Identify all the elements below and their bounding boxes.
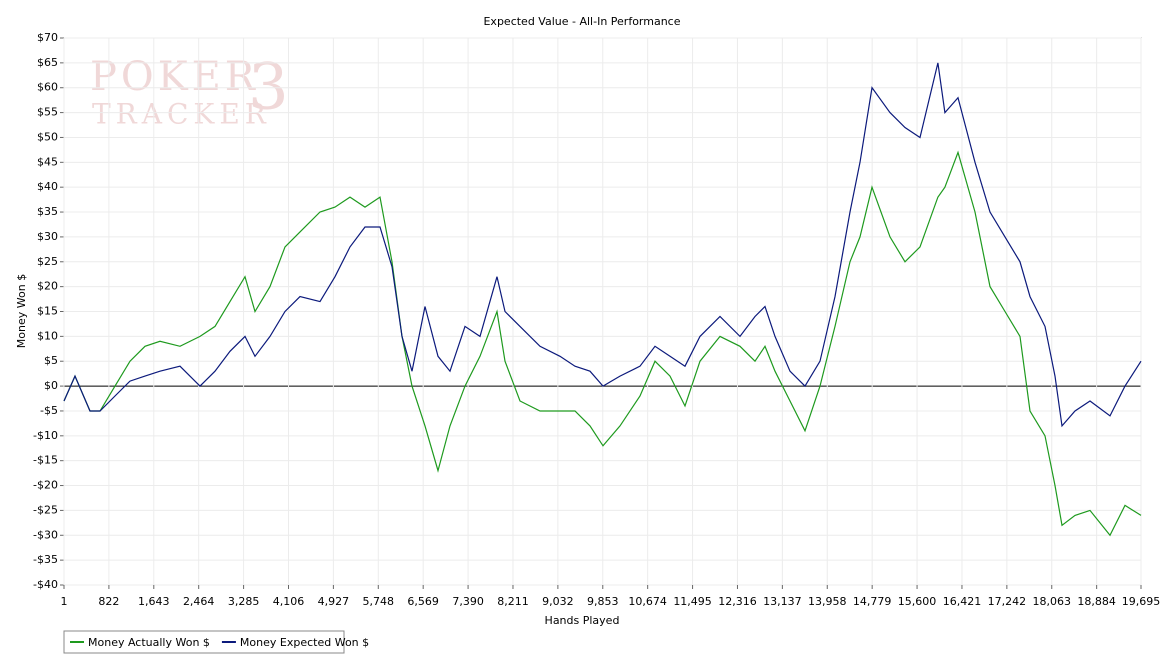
- x-tick-label: 9,853: [587, 595, 619, 608]
- y-tick-label: $60: [37, 81, 58, 94]
- x-tick-label: 4,106: [273, 595, 305, 608]
- y-tick-label: $25: [37, 255, 58, 268]
- x-tick-label: 11,495: [673, 595, 712, 608]
- y-tick-label: $70: [37, 31, 58, 44]
- x-tick-label: 17,242: [988, 595, 1027, 608]
- x-tick-label: 4,927: [318, 595, 350, 608]
- y-tick-label: $10: [37, 329, 58, 342]
- x-tick-label: 13,958: [808, 595, 847, 608]
- x-axis-label: Hands Played: [545, 614, 620, 627]
- chart-title: Expected Value - All-In Performance: [483, 15, 680, 28]
- legend-box: [63, 630, 345, 654]
- y-tick-label: $30: [37, 230, 58, 243]
- y-tick-label: $65: [37, 56, 58, 69]
- x-tick-label: 822: [98, 595, 119, 608]
- y-tick-label: $15: [37, 305, 58, 318]
- y-tick-label: -$10: [33, 429, 58, 442]
- x-tick-label: 18,063: [1033, 595, 1072, 608]
- x-tick-label: 13,137: [763, 595, 802, 608]
- watermark: TRACKER: [92, 98, 271, 131]
- x-tick-label: 15,600: [898, 595, 937, 608]
- x-tick-label: 7,390: [452, 595, 484, 608]
- legend-label: Money Actually Won $: [88, 636, 210, 649]
- y-tick-label: -$30: [33, 528, 58, 541]
- x-tick-label: 3,285: [228, 595, 260, 608]
- y-axis-label: Money Won $: [15, 274, 28, 348]
- y-tick-label: -$25: [33, 503, 58, 516]
- y-tick-label: $40: [37, 180, 58, 193]
- y-tick-label: $5: [44, 354, 58, 367]
- series-line: [63, 62, 1142, 428]
- y-tick-label: -$5: [40, 404, 58, 417]
- series-line: [63, 150, 1142, 537]
- x-tick-label: 1: [61, 595, 68, 608]
- y-tick-label: -$40: [33, 578, 58, 591]
- y-tick-label: $45: [37, 155, 58, 168]
- x-tick-label: 18,884: [1077, 595, 1116, 608]
- y-tick-label: $55: [37, 106, 58, 119]
- x-tick-label: 14,779: [853, 595, 892, 608]
- y-tick-label: $0: [44, 379, 58, 392]
- legend-label: Money Expected Won $: [240, 636, 369, 649]
- y-tick-label: -$35: [33, 553, 58, 566]
- x-tick-label: 19,695: [1122, 595, 1161, 608]
- y-tick-label: -$20: [33, 479, 58, 492]
- x-tick-label: 5,748: [363, 595, 395, 608]
- watermark: POKER: [90, 54, 259, 100]
- x-tick-label: 12,316: [718, 595, 757, 608]
- y-tick-label: -$15: [33, 454, 58, 467]
- x-tick-label: 1,643: [138, 595, 170, 608]
- x-tick-label: 16,421: [943, 595, 982, 608]
- y-tick-label: $35: [37, 205, 58, 218]
- x-tick-label: 6,569: [407, 595, 439, 608]
- x-tick-label: 9,032: [542, 595, 574, 608]
- x-tick-label: 10,674: [628, 595, 667, 608]
- y-tick-label: $50: [37, 130, 58, 143]
- x-tick-label: 2,464: [183, 595, 215, 608]
- x-tick-label: 8,211: [497, 595, 529, 608]
- y-tick-label: $20: [37, 280, 58, 293]
